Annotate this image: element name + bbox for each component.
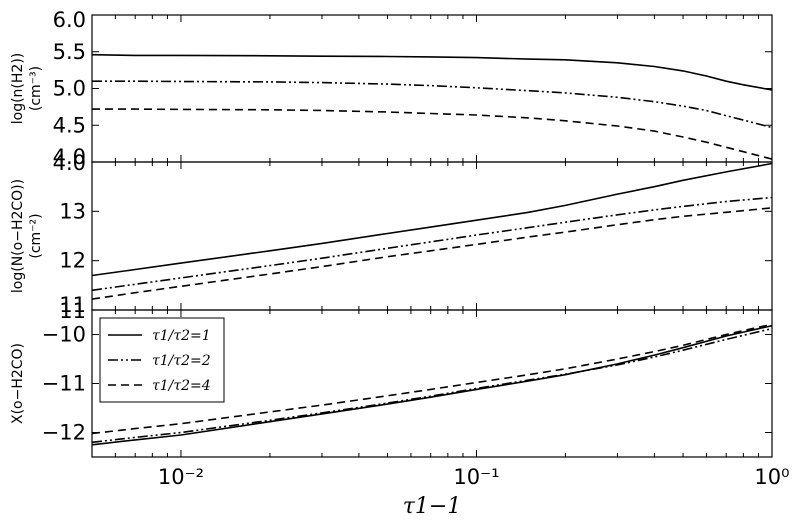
series-line-1-0	[91, 162, 773, 277]
series-line-2-2	[91, 323, 773, 435]
ytop-label-2: 11	[59, 299, 86, 323]
series-line-1-1	[91, 196, 773, 292]
ytick-label-1-0: 11	[59, 293, 86, 317]
ylabel-0: log(n(H2)) (cm⁻³)	[10, 53, 44, 125]
ylabel-2: X(o−H2CO)	[10, 343, 26, 424]
series-line-1-2	[91, 207, 773, 300]
xtick-label-1: 10⁻¹	[453, 465, 499, 489]
xlabel: τ1−1	[403, 494, 462, 519]
ylabel-line1-2: X(o−H2CO)	[10, 343, 26, 424]
panel-frame-0	[91, 14, 773, 163]
panel-frame-2	[91, 309, 773, 458]
panel-1: 11 12 13 4.0 log(N(o−H2CO)) (cm⁻²)	[10, 151, 773, 317]
ylabel-line1-0: log(n(H2))	[10, 53, 26, 125]
ytick-label-2-1: −11	[42, 372, 86, 396]
ytick-label-0-1: 4.5	[53, 113, 86, 137]
ytick-label-2-0: −12	[42, 421, 86, 445]
xtick-label-0: 10⁻²	[158, 465, 204, 489]
ytick-label-1-2: 13	[59, 199, 86, 223]
ytick-label-0-4: 6.0	[53, 8, 86, 32]
series-line-0-2	[92, 108, 773, 160]
ytick-label-0-2: 5.0	[53, 77, 86, 101]
x-axis: 10⁻² 10⁻¹ 10⁰ τ1−1	[158, 465, 790, 519]
ylabel-line2-1: (cm⁻²)	[28, 213, 44, 258]
series-line-2-1	[91, 327, 773, 444]
series-line-2-0	[91, 324, 773, 446]
panel-frame-1	[91, 161, 773, 311]
ytop-label-1: 4.0	[53, 151, 86, 175]
ytick-label-0-3: 5.5	[53, 40, 86, 64]
series-line-0-0	[91, 53, 773, 91]
legend-label-1: τ1/τ2=2	[152, 353, 211, 369]
panels: 4.0 4.5 5.0 5.5 6.0 log(n(H2)) (cm⁻³) 11 12 13 4.0…	[10, 8, 773, 458]
legend-label-0: τ1/τ2=1	[152, 328, 211, 344]
ytick-label-2-2: −10	[42, 323, 86, 347]
series-line-0-1	[92, 80, 773, 129]
ylabel-line2-0: (cm⁻³)	[28, 66, 44, 111]
ylabel-line1-1: log(N(o−H2CO))	[10, 179, 26, 293]
ytick-label-1-1: 12	[59, 249, 86, 273]
panel-0: 4.0 4.5 5.0 5.5 6.0 log(n(H2)) (cm⁻³)	[10, 8, 773, 169]
ytick-label-0-0: 4.0	[53, 145, 86, 169]
legend-box	[99, 317, 225, 403]
ylabel-1: log(N(o−H2CO)) (cm⁻²)	[10, 179, 44, 293]
xtick-label-2: 10⁰	[754, 465, 789, 489]
legend: τ1/τ2=1 τ1/τ2=2 τ1/τ2=4	[99, 317, 225, 403]
legend-label-2: τ1/τ2=4	[152, 378, 211, 394]
